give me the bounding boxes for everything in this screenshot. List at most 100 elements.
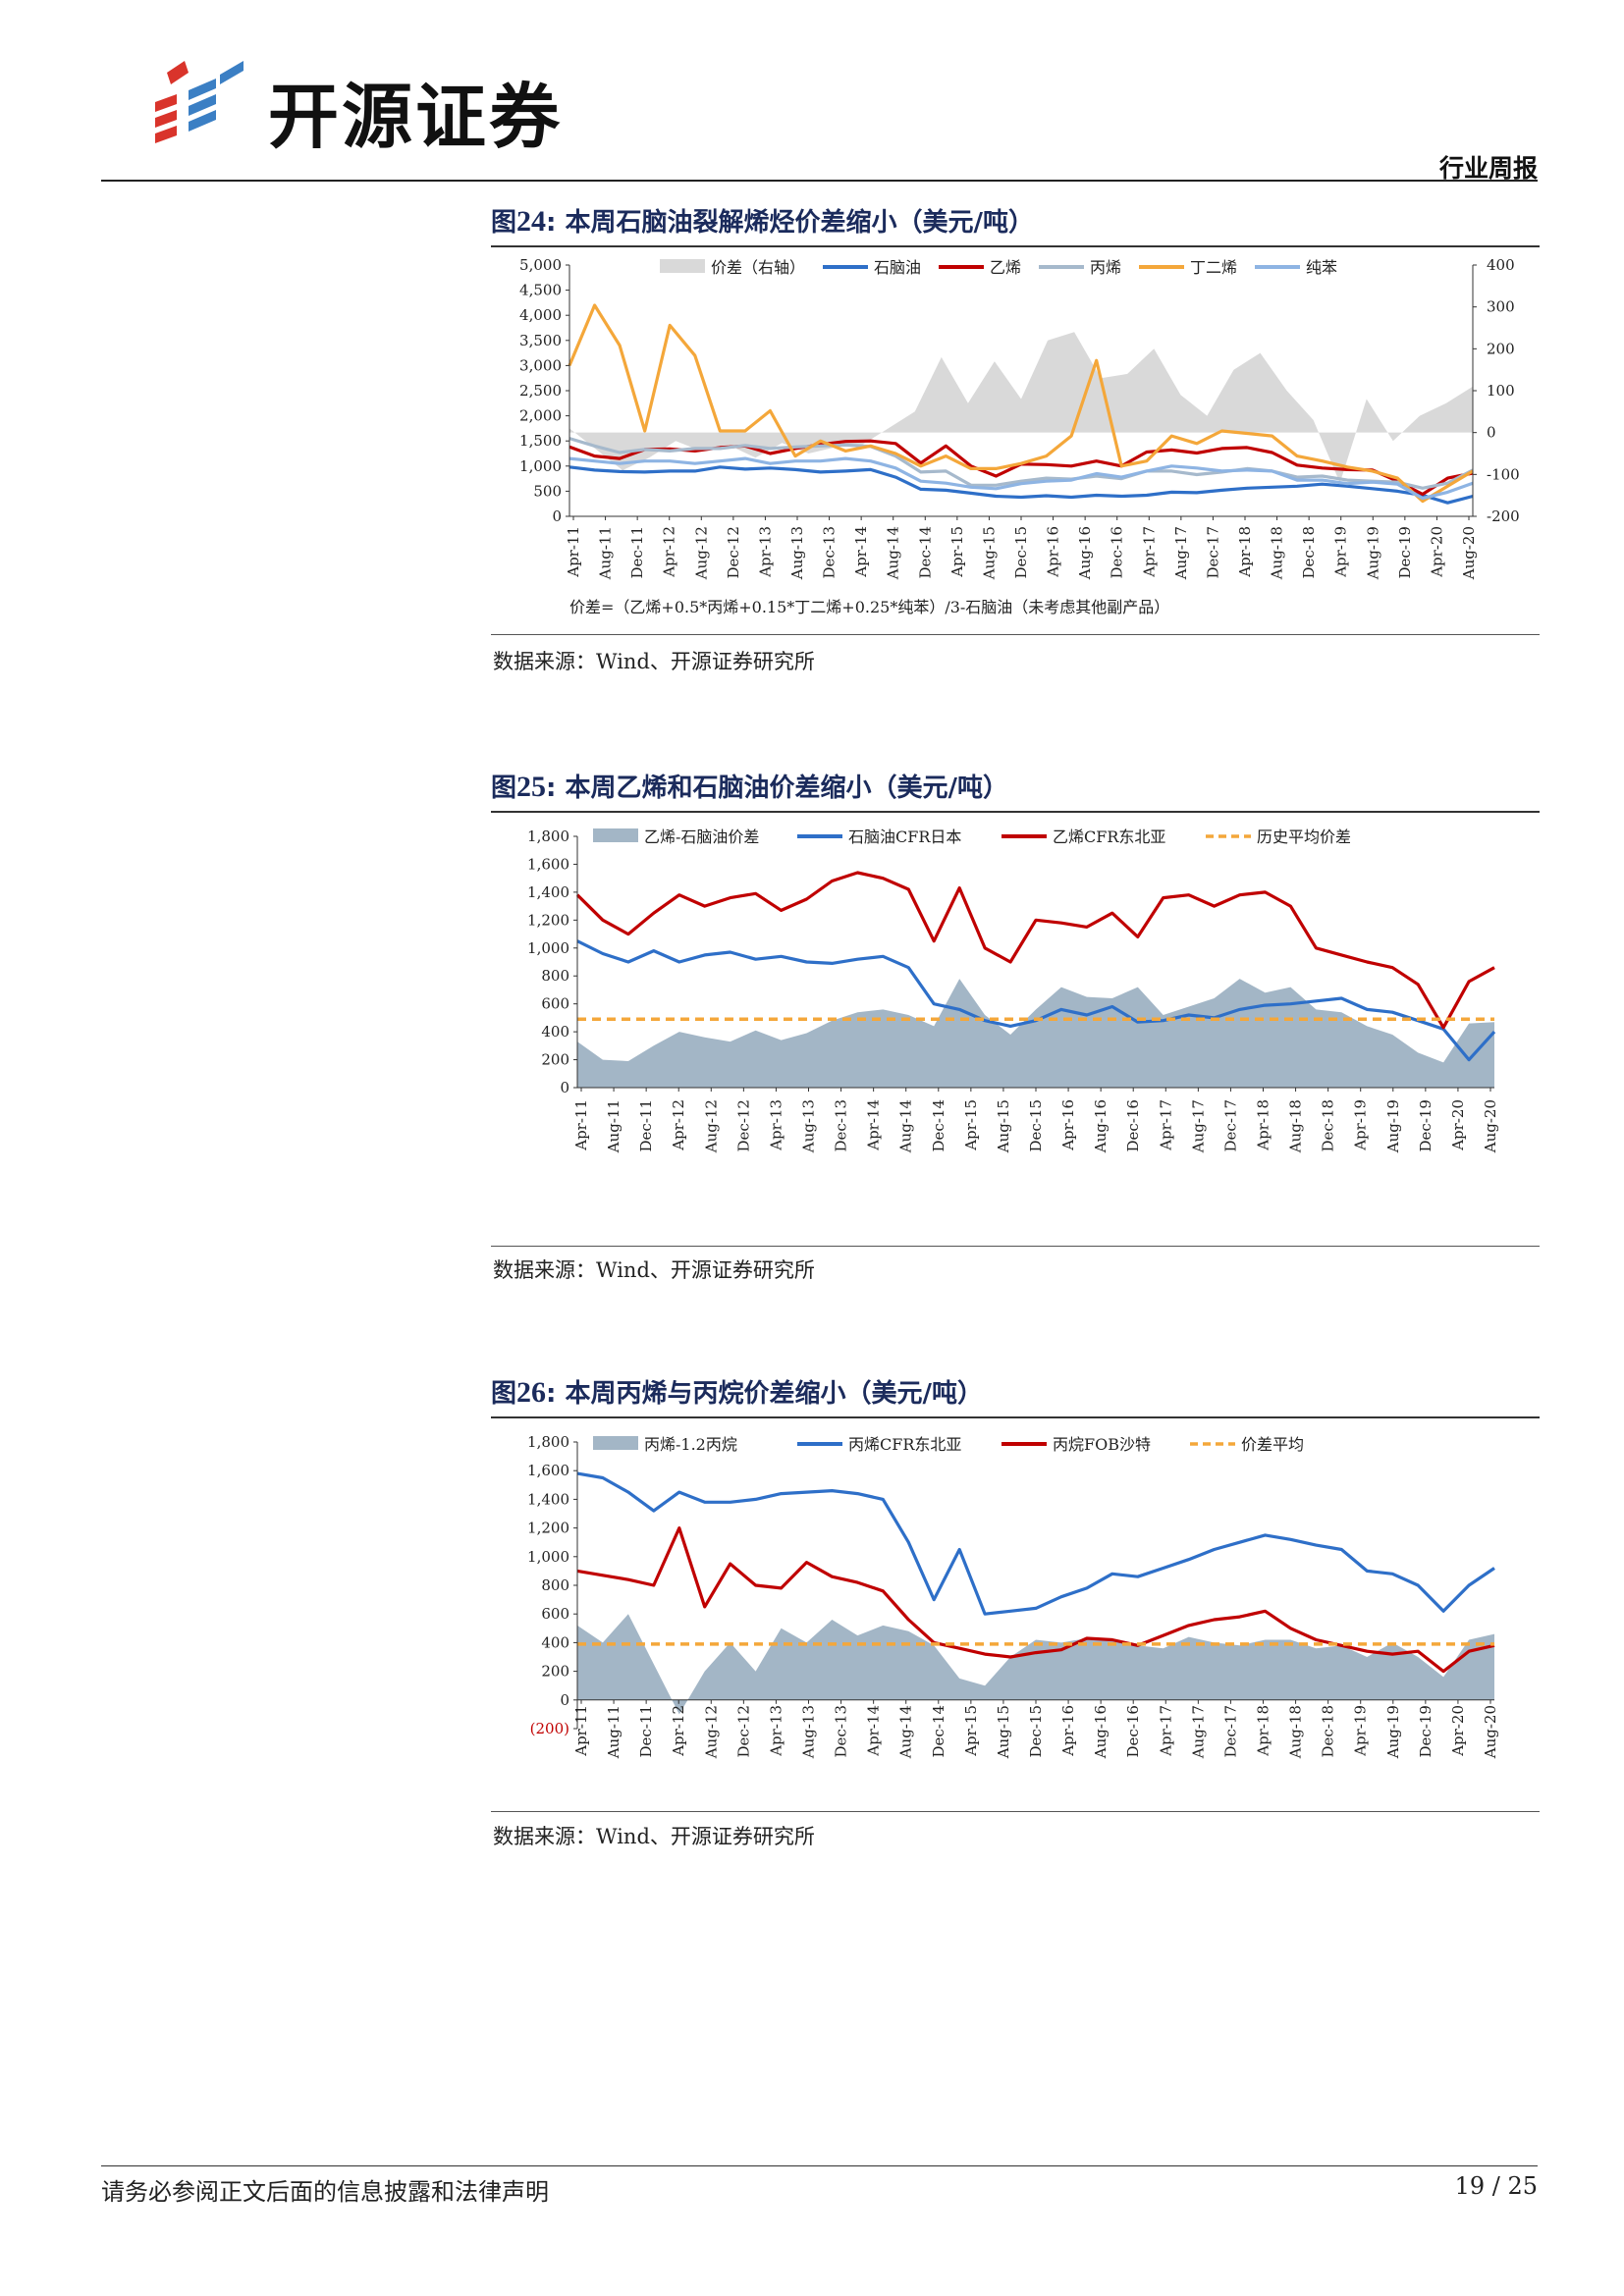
legend-item: 丙烷FOB沙特 xyxy=(1001,1435,1151,1454)
y-right-tick-label: 400 xyxy=(1487,256,1515,274)
x-tick-label: Aug-19 xyxy=(1384,1705,1402,1759)
x-tick-label: Apr-18 xyxy=(1236,526,1254,578)
x-tick-label: Apr-18 xyxy=(1255,1705,1272,1757)
x-tick-label: Apr-16 xyxy=(1059,1099,1077,1151)
x-tick-label: Aug-20 xyxy=(1460,526,1478,580)
footer-disclaimer: 请务必参阅正文后面的信息披露和法律声明 xyxy=(101,2178,549,2206)
x-tick-label: Aug-20 xyxy=(1482,1099,1499,1153)
legend-label: 丙烯CFR东北亚 xyxy=(848,1435,961,1454)
legend-item: 乙烯 xyxy=(939,258,1021,277)
y-tick-label: 2,500 xyxy=(519,382,562,400)
x-tick-label: Apr-12 xyxy=(670,1705,687,1757)
x-tick-label: Apr-11 xyxy=(572,1099,590,1151)
legend-label: 价差平均 xyxy=(1241,1435,1304,1454)
x-tick-label: Dec-13 xyxy=(821,526,839,578)
x-tick-label: Aug-17 xyxy=(1189,1705,1207,1759)
x-tick-label: Aug-13 xyxy=(800,1705,818,1759)
x-tick-label: Dec-15 xyxy=(1012,526,1030,578)
x-tick-label: Aug-19 xyxy=(1384,1099,1402,1153)
x-tick-label: Apr-20 xyxy=(1449,1099,1467,1151)
x-tick-label: Dec-13 xyxy=(833,1099,850,1151)
y-tick-label: 1,000 xyxy=(527,939,569,957)
legend-label: 丁二烯 xyxy=(1190,258,1237,277)
x-tick-label: Apr-20 xyxy=(1428,526,1445,578)
series-area xyxy=(569,332,1473,483)
y-tick-label: 1,800 xyxy=(527,828,569,845)
x-tick-label: Aug-11 xyxy=(605,1099,623,1153)
x-tick-label: Dec-18 xyxy=(1320,1705,1337,1757)
y-tick-label: 1,200 xyxy=(527,911,569,929)
x-tick-label: Aug-18 xyxy=(1287,1705,1305,1759)
x-tick-label: Apr-13 xyxy=(767,1099,785,1151)
x-tick-label: Dec-11 xyxy=(637,1099,655,1151)
report-type: 行业周报 xyxy=(1438,154,1538,183)
x-tick-label: Aug-15 xyxy=(995,1705,1012,1759)
x-tick-label: Dec-16 xyxy=(1124,1705,1142,1757)
x-tick-label: Dec-15 xyxy=(1027,1099,1045,1151)
y-tick-label: 4,000 xyxy=(519,306,562,324)
legend-swatch xyxy=(593,828,638,842)
y-tick-label: 1,500 xyxy=(519,432,562,450)
x-tick-label: Dec-16 xyxy=(1109,526,1126,578)
x-tick-label: Dec-14 xyxy=(930,1705,947,1757)
figure-source: 数据来源：Wind、开源证券研究所 xyxy=(493,1825,815,1848)
y-right-tick-label: 100 xyxy=(1487,382,1515,400)
x-tick-label: Dec-18 xyxy=(1320,1099,1337,1151)
y-right-tick-label: 300 xyxy=(1487,298,1515,316)
series-line xyxy=(575,871,1495,1030)
legend-item: 乙烯-石脑油价差 xyxy=(593,828,759,846)
y-right-tick-label: 200 xyxy=(1487,340,1515,357)
figure-title-rule xyxy=(491,1416,1540,1418)
x-tick-label: Apr-19 xyxy=(1352,1099,1370,1151)
series-line xyxy=(576,1525,1495,1674)
legend-label: 石脑油 xyxy=(874,258,921,277)
y-tick-label: 3,500 xyxy=(519,332,562,349)
x-tick-label: Dec-14 xyxy=(916,526,934,578)
y-tick-label: 2,000 xyxy=(519,407,562,425)
x-tick-label: Apr-18 xyxy=(1255,1099,1272,1151)
series-line xyxy=(568,456,1474,501)
propylene-propane-chart: (200) 0 200 400 600 800 1,000 1,200 1,400 1,600 1,… xyxy=(491,1420,1540,1801)
legend-label: 纯苯 xyxy=(1306,258,1337,277)
x-tick-label: Aug-12 xyxy=(702,1099,720,1153)
series-line xyxy=(568,437,1474,490)
legend-item: 石脑油CFR日本 xyxy=(797,828,961,846)
y-tick-label: 1,600 xyxy=(527,1462,569,1479)
x-tick-label: Dec-19 xyxy=(1396,526,1414,578)
legend-label: 石脑油CFR日本 xyxy=(848,828,961,846)
x-tick-label: Dec-15 xyxy=(1027,1705,1045,1757)
figure-title: 图24: 本周石脑油裂解烯烃价差缩小（美元/吨） xyxy=(491,205,1034,238)
figure-source: 数据来源：Wind、开源证券研究所 xyxy=(493,1258,815,1282)
x-tick-label: Apr-17 xyxy=(1157,1705,1174,1757)
x-tick-label: Aug-17 xyxy=(1172,526,1190,580)
x-tick-label: Dec-18 xyxy=(1300,526,1318,578)
x-tick-label: Apr-17 xyxy=(1157,1099,1174,1151)
x-tick-label: Aug-19 xyxy=(1364,526,1381,580)
x-tick-label: Apr-13 xyxy=(756,526,774,578)
legend-label: 丙烯 xyxy=(1090,258,1121,277)
x-tick-label: Apr-11 xyxy=(565,526,582,578)
x-tick-label: Apr-14 xyxy=(865,1099,883,1151)
x-tick-label: Aug-11 xyxy=(597,526,615,580)
y-tick-label: 1,400 xyxy=(527,1490,569,1508)
y-tick-label: 0 xyxy=(560,1691,569,1709)
y-tick-label: (200) xyxy=(530,1720,569,1737)
figure-bottom-rule xyxy=(491,1811,1540,1812)
y-right-tick-label: -100 xyxy=(1487,465,1520,483)
legend-item: 价差（右轴） xyxy=(660,258,805,277)
x-tick-label: Apr-15 xyxy=(948,526,966,578)
logo-text: 开源证券 xyxy=(268,76,564,158)
y-tick-label: 600 xyxy=(541,995,569,1013)
legend-item: 乙烯CFR东北亚 xyxy=(1001,828,1165,846)
legend-label: 丙烷FOB沙特 xyxy=(1053,1435,1151,1454)
legend-swatch xyxy=(593,1436,638,1450)
x-tick-label: Aug-13 xyxy=(788,526,806,580)
legend-item: 价差平均 xyxy=(1190,1435,1304,1454)
x-tick-label: Aug-16 xyxy=(1076,526,1094,580)
footer-divider xyxy=(101,2165,1538,2166)
legend-label: 乙烯 xyxy=(990,258,1021,277)
x-tick-label: Aug-12 xyxy=(702,1705,720,1759)
x-tick-label: Apr-16 xyxy=(1059,1705,1077,1757)
y-tick-label: 1,000 xyxy=(527,1548,569,1566)
y-tick-label: 1,600 xyxy=(527,855,569,873)
